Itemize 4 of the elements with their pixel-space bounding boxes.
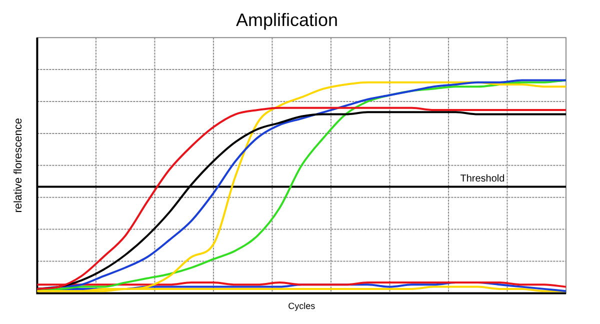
chart-title: Amplification [236,10,338,30]
ref-line-label: Threshold [460,173,505,184]
x-axis-title: Cycles [288,301,316,312]
y-axis-title: relative florescence [12,118,25,213]
